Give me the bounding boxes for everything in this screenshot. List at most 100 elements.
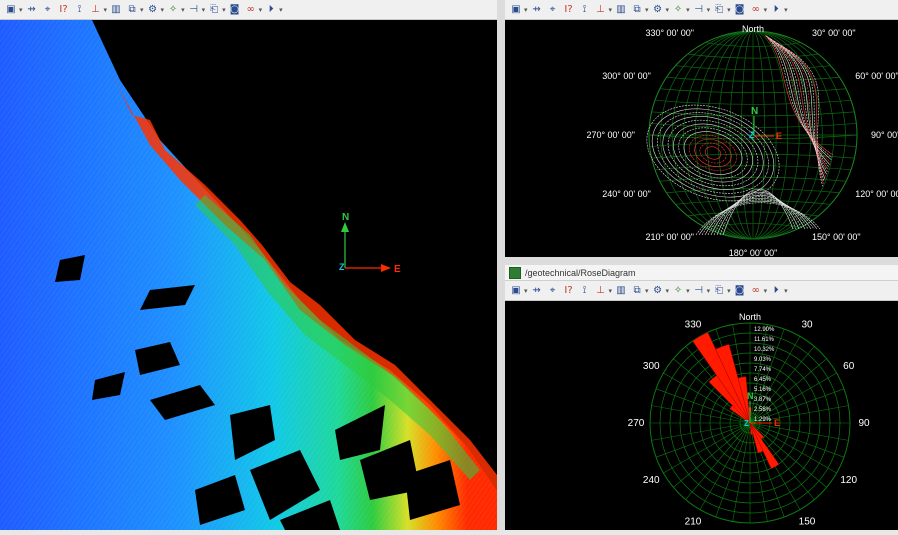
view-icon[interactable]: ▣ bbox=[511, 285, 521, 296]
stereonet-contours bbox=[646, 34, 834, 236]
query-icon[interactable]: I? bbox=[564, 4, 573, 15]
rose-radial-label: 6.45% bbox=[754, 377, 772, 383]
rose-diagram-canvas[interactable]: 330303006027090240120210150180 12.90%11.… bbox=[505, 301, 898, 535]
chevron-down-icon[interactable]: ▾ bbox=[706, 6, 711, 14]
light-icon[interactable]: ✧ bbox=[673, 285, 683, 296]
stereonet-canvas[interactable]: 330° 00' 00" 30° 00' 00" 300° 00' 00" 60° 0… bbox=[505, 20, 898, 258]
link-icon[interactable]: ∞ bbox=[246, 4, 255, 15]
terrain-3d-view[interactable]: N E Z bbox=[0, 20, 497, 530]
chevron-down-icon[interactable]: ▾ bbox=[727, 287, 731, 295]
render-icon[interactable]: ⚙ bbox=[653, 285, 663, 296]
chevron-down-icon[interactable]: ▾ bbox=[665, 287, 670, 295]
rose-radial-label: 11.61% bbox=[754, 337, 775, 343]
chevron-down-icon[interactable]: ▾ bbox=[784, 287, 788, 295]
measure-icon[interactable]: ⟟ bbox=[77, 4, 82, 15]
stereonet-contour-line bbox=[707, 196, 809, 236]
query-icon[interactable]: I? bbox=[564, 285, 573, 296]
stereo-axis-east: E bbox=[776, 131, 782, 141]
pan-icon[interactable]: ⇸ bbox=[532, 4, 541, 15]
rose-spoke bbox=[732, 422, 751, 522]
vertical-splitter[interactable] bbox=[497, 0, 505, 530]
rose-radial-label: 12.90% bbox=[754, 327, 775, 333]
rose-spoke bbox=[749, 405, 849, 424]
chevron-down-icon[interactable]: ▾ bbox=[686, 287, 690, 295]
chevron-down-icon[interactable]: ▾ bbox=[19, 6, 23, 14]
rose-petals bbox=[692, 332, 780, 469]
rose-angle-label: 210 bbox=[685, 517, 702, 528]
navigate-icon[interactable]: ⏵ bbox=[773, 285, 779, 296]
chevron-down-icon[interactable]: ▾ bbox=[181, 6, 185, 14]
rose-diagram-view[interactable]: 330303006027090240120210150180 12.90%11.… bbox=[505, 301, 898, 535]
camera-icon[interactable]: ◙ bbox=[734, 285, 745, 296]
stereonet-view[interactable]: 330° 00' 00" 30° 00' 00" 300° 00' 00" 60° 0… bbox=[505, 20, 898, 258]
layer-icon[interactable]: ⧉ bbox=[633, 4, 641, 15]
navigate-icon[interactable]: ⏵ bbox=[268, 4, 274, 15]
export-icon[interactable]: ⎗ bbox=[715, 285, 724, 296]
chevron-down-icon[interactable]: ▾ bbox=[140, 6, 144, 14]
pan-icon[interactable]: ⇸ bbox=[27, 4, 36, 15]
rose-spoke bbox=[651, 405, 751, 424]
query-icon[interactable]: I? bbox=[59, 4, 68, 15]
camera-icon[interactable]: ◙ bbox=[229, 4, 240, 15]
chevron-down-icon[interactable]: ▾ bbox=[763, 6, 768, 14]
chevron-down-icon[interactable]: ▾ bbox=[103, 6, 108, 14]
chevron-down-icon[interactable]: ▾ bbox=[727, 6, 731, 14]
select-icon[interactable]: ⌖ bbox=[549, 4, 556, 15]
export-icon[interactable]: ⎗ bbox=[210, 4, 219, 15]
rose-window-titlebar[interactable]: /geotechnical/RoseDiagram bbox=[505, 265, 898, 281]
layer-icon[interactable]: ⧉ bbox=[128, 4, 136, 15]
terrain-texture bbox=[0, 20, 497, 530]
chevron-down-icon[interactable]: ▾ bbox=[645, 6, 649, 14]
link-icon[interactable]: ∞ bbox=[751, 4, 760, 15]
chevron-down-icon[interactable]: ▾ bbox=[686, 6, 690, 14]
chevron-down-icon[interactable]: ▾ bbox=[784, 6, 788, 14]
horizontal-splitter[interactable] bbox=[505, 257, 898, 265]
export-icon[interactable]: ⎗ bbox=[715, 4, 724, 15]
chevron-down-icon[interactable]: ▾ bbox=[524, 6, 528, 14]
chevron-down-icon[interactable]: ▾ bbox=[608, 6, 613, 14]
view-icon[interactable]: ▣ bbox=[6, 4, 16, 15]
chevron-down-icon[interactable]: ▾ bbox=[608, 287, 613, 295]
rose-window-title: /geotechnical/RoseDiagram bbox=[525, 267, 636, 278]
chevron-down-icon[interactable]: ▾ bbox=[665, 6, 670, 14]
chevron-down-icon[interactable]: ▾ bbox=[201, 6, 206, 14]
chevron-down-icon[interactable]: ▾ bbox=[160, 6, 165, 14]
axis-icon[interactable]: ⊥ bbox=[596, 4, 605, 15]
terrain-canvas[interactable]: N E Z bbox=[0, 20, 497, 530]
view-icon[interactable]: ▣ bbox=[511, 4, 521, 15]
rose-angle-label: 120 bbox=[840, 475, 857, 486]
navigate-icon[interactable]: ⏵ bbox=[773, 4, 779, 15]
chevron-down-icon[interactable]: ▾ bbox=[524, 287, 528, 295]
stereonet-contour-line bbox=[704, 146, 722, 160]
light-icon[interactable]: ✧ bbox=[673, 4, 683, 15]
clip-icon[interactable]: ⊣ bbox=[694, 4, 703, 15]
chevron-down-icon[interactable]: ▾ bbox=[706, 287, 711, 295]
clip-icon[interactable]: ⊣ bbox=[694, 285, 703, 296]
link-icon[interactable]: ∞ bbox=[751, 285, 760, 296]
chevron-down-icon[interactable]: ▾ bbox=[645, 287, 649, 295]
measure-icon[interactable]: ⟟ bbox=[582, 4, 587, 15]
chevron-down-icon[interactable]: ▾ bbox=[763, 287, 768, 295]
grid-icon[interactable]: ▥ bbox=[111, 4, 121, 15]
grid-icon[interactable]: ▥ bbox=[616, 4, 626, 15]
axis-icon[interactable]: ⊥ bbox=[91, 4, 100, 15]
light-icon[interactable]: ✧ bbox=[168, 4, 178, 15]
select-icon[interactable]: ⌖ bbox=[44, 4, 51, 15]
measure-icon[interactable]: ⟟ bbox=[582, 285, 587, 296]
render-icon[interactable]: ⚙ bbox=[148, 4, 158, 15]
chevron-down-icon[interactable]: ▾ bbox=[258, 6, 263, 14]
select-icon[interactable]: ⌖ bbox=[549, 285, 556, 296]
rose-axis-east: E bbox=[774, 418, 780, 428]
pan-icon[interactable]: ⇸ bbox=[532, 285, 541, 296]
chevron-down-icon[interactable]: ▾ bbox=[279, 6, 283, 14]
clip-icon[interactable]: ⊣ bbox=[189, 4, 198, 15]
grid-icon[interactable]: ▥ bbox=[616, 285, 626, 296]
camera-icon[interactable]: ◙ bbox=[734, 4, 745, 15]
render-icon[interactable]: ⚙ bbox=[653, 4, 663, 15]
rose-angle-label: 330 bbox=[685, 319, 702, 330]
axis-icon[interactable]: ⊥ bbox=[596, 285, 605, 296]
rose-spoke bbox=[655, 388, 751, 424]
layer-icon[interactable]: ⧉ bbox=[633, 285, 641, 296]
rose-angle-label: 90 bbox=[858, 418, 870, 429]
chevron-down-icon[interactable]: ▾ bbox=[222, 6, 226, 14]
